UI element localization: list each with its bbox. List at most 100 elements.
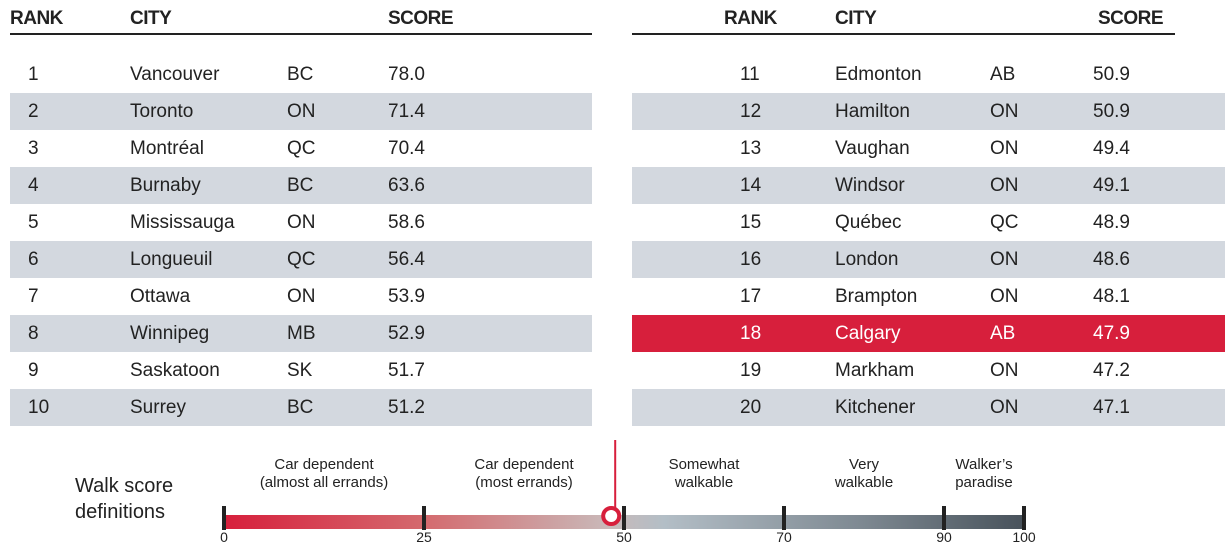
rank: 6 (28, 249, 39, 270)
tick-label: 70 (776, 529, 792, 544)
rank: 10 (28, 397, 50, 418)
city: Vaughan (835, 138, 910, 159)
row-band (632, 167, 1225, 204)
score: 58.6 (388, 212, 425, 233)
province: BC (287, 397, 314, 418)
city: Calgary (835, 323, 901, 344)
row-band (632, 389, 1225, 426)
column-header: RANK (724, 8, 777, 29)
category-label: Car dependent (474, 456, 574, 473)
score: 50.9 (1093, 101, 1130, 122)
score: 47.2 (1093, 360, 1130, 381)
rank: 9 (28, 360, 39, 381)
column-header: CITY (835, 8, 877, 29)
connector (614, 440, 617, 509)
province: ON (990, 286, 1019, 307)
city: Kitchener (835, 397, 916, 418)
scale-title: Walk score (75, 475, 173, 497)
category-label: Car dependent (274, 456, 374, 473)
rank: 2 (28, 101, 39, 122)
city: Longueuil (130, 249, 213, 270)
row-band (10, 167, 592, 204)
city: Brampton (835, 286, 918, 307)
rank: 13 (740, 138, 762, 159)
city: London (835, 249, 899, 270)
column-header: RANK (10, 8, 63, 29)
score: 50.9 (1093, 64, 1130, 85)
category-label: walkable (674, 474, 733, 491)
category-label: paradise (955, 474, 1013, 491)
column-header: CITY (130, 8, 172, 29)
score: 48.6 (1093, 249, 1130, 270)
rank: 16 (740, 249, 762, 270)
province: ON (990, 249, 1019, 270)
city: Ottawa (130, 286, 191, 307)
province: QC (287, 138, 316, 159)
province: ON (990, 360, 1019, 381)
province: ON (287, 212, 316, 233)
city: Vancouver (130, 64, 220, 85)
tick-label: 50 (616, 529, 632, 544)
score: 63.6 (388, 175, 425, 196)
city: Edmonton (835, 64, 922, 85)
walk-score-scale: Walk score definitions 0 25 50 70 90 100 Car dep… (75, 440, 1036, 544)
province: BC (287, 175, 314, 196)
score: 56.4 (388, 249, 425, 270)
score: 51.7 (388, 360, 425, 381)
province: SK (287, 360, 313, 381)
province: ON (990, 175, 1019, 196)
score: 52.9 (388, 323, 425, 344)
category-label: (almost all errands) (260, 474, 388, 491)
row-band (10, 93, 592, 130)
row-band (10, 389, 592, 426)
rank: 1 (28, 64, 39, 85)
scale-title: definitions (75, 501, 165, 523)
score-marker (601, 506, 622, 526)
score: 71.4 (388, 101, 425, 122)
tick-label: 100 (1012, 529, 1036, 544)
province: ON (287, 101, 316, 122)
tick-label: 25 (416, 529, 432, 544)
category-label: Somewhat (669, 456, 741, 473)
score: 51.2 (388, 397, 425, 418)
rank: 7 (28, 286, 39, 307)
province: QC (990, 212, 1019, 233)
score: 53.9 (388, 286, 425, 307)
city: Burnaby (130, 175, 201, 196)
rank: 15 (740, 212, 762, 233)
province: QC (287, 249, 316, 270)
rank: 14 (740, 175, 762, 196)
city: Markham (835, 360, 915, 381)
row-band (632, 241, 1225, 278)
rank: 8 (28, 323, 39, 344)
column-header: SCORE (388, 8, 454, 29)
city: Windsor (835, 175, 905, 196)
header-rule (10, 33, 592, 35)
province: ON (287, 286, 316, 307)
tick-label: 0 (220, 529, 228, 544)
row-band (10, 315, 592, 352)
score: 48.1 (1093, 286, 1130, 307)
city: Montréal (130, 138, 204, 159)
tick-label: 90 (936, 529, 952, 544)
rank: 3 (28, 138, 39, 159)
rank: 17 (740, 286, 762, 307)
rank: 19 (740, 360, 762, 381)
score: 47.1 (1093, 397, 1130, 418)
city: Mississauga (130, 212, 235, 233)
province: ON (990, 397, 1019, 418)
column-header: SCORE (1098, 8, 1164, 29)
header-rule (632, 33, 1175, 35)
score: 70.4 (388, 138, 425, 159)
category-label: Very (849, 456, 880, 473)
province: BC (287, 64, 314, 85)
rank: 5 (28, 212, 39, 233)
province: ON (990, 138, 1019, 159)
city: Québec (835, 212, 902, 233)
province: AB (990, 323, 1016, 344)
province: ON (990, 101, 1019, 122)
row-band (632, 93, 1225, 130)
category-label: walkable (834, 474, 893, 491)
province: MB (287, 323, 316, 344)
